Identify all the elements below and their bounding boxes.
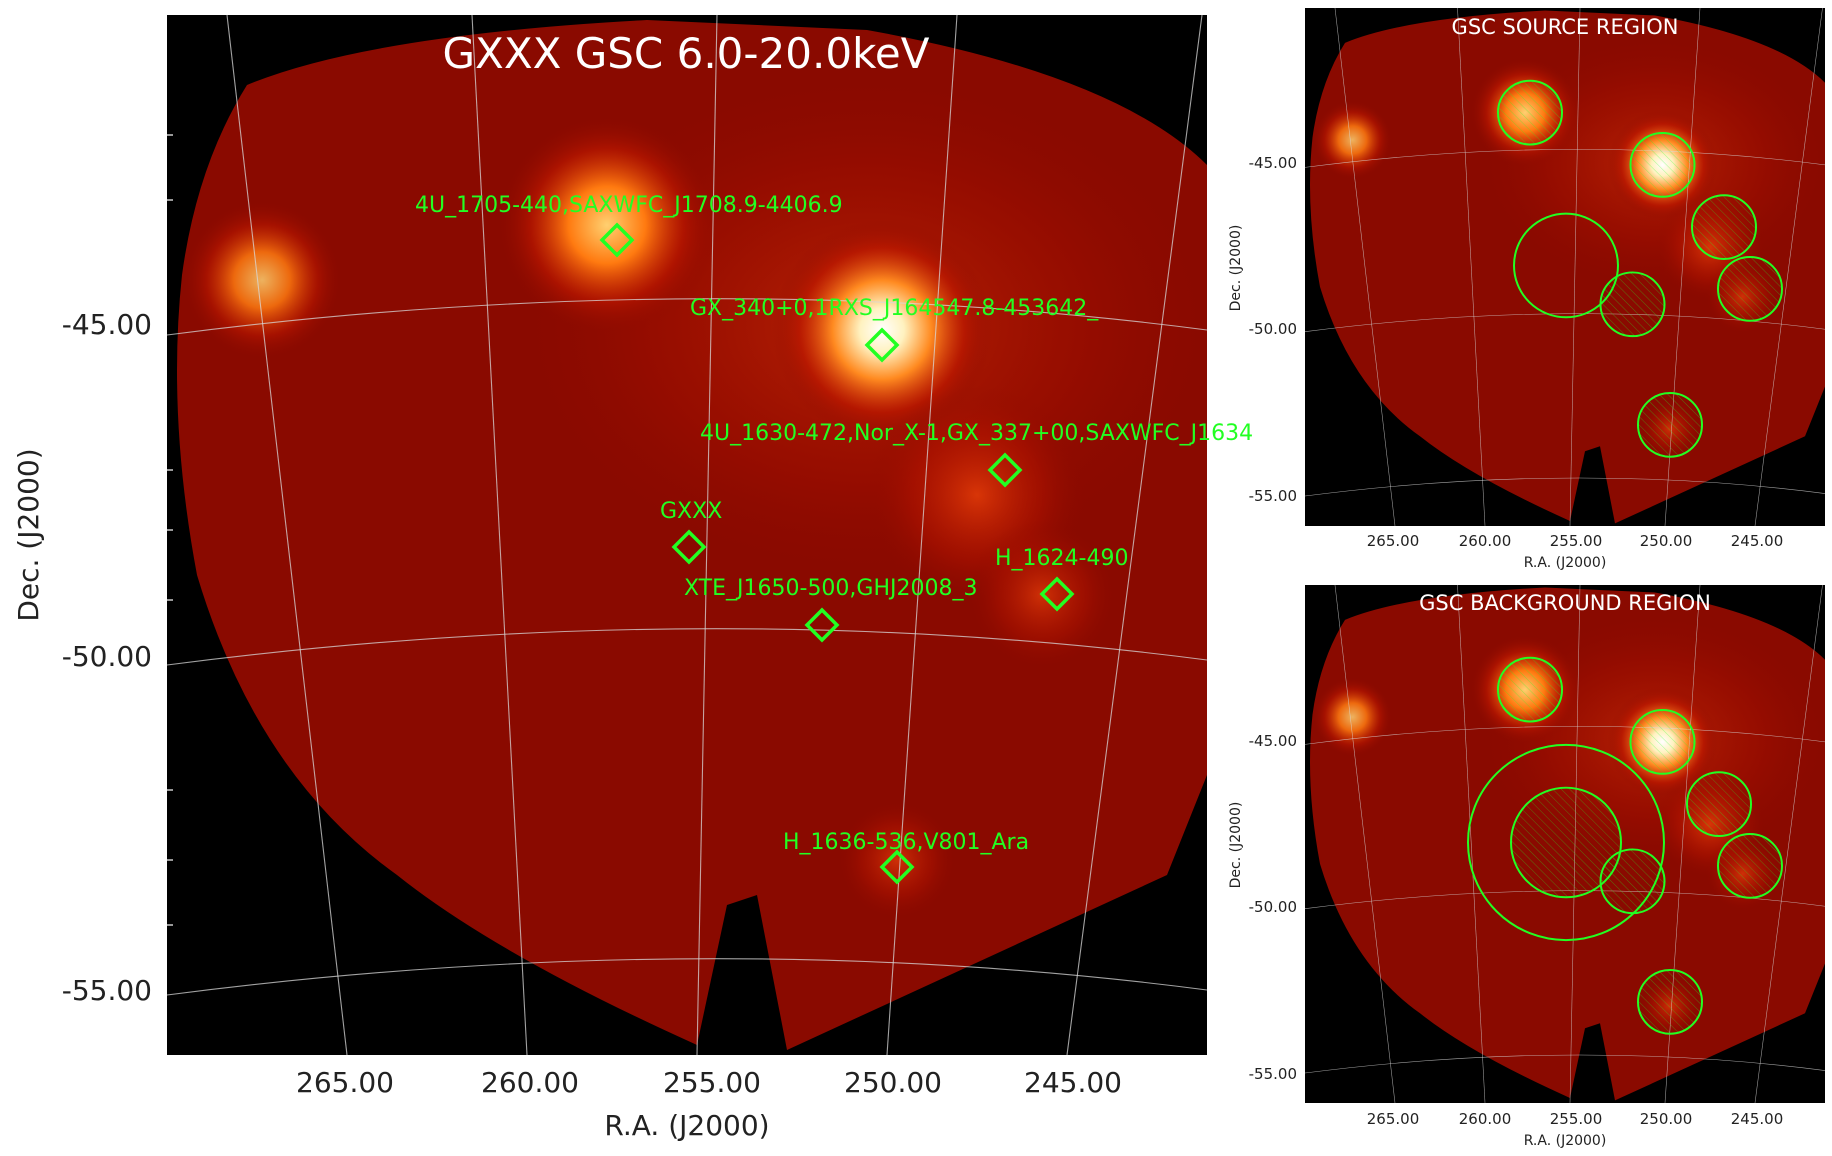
main-emission-sources	[182, 65, 1207, 920]
source-marker	[864, 327, 900, 363]
source-label: 4U_1705-440,SAXWFC_J1708.9-4406.9	[415, 193, 843, 218]
background-x-axis-label: R.A. (J2000)	[1524, 1133, 1607, 1149]
x-tick-label: 260.00	[481, 1066, 579, 1099]
y-tick-label: -50.00	[1249, 320, 1297, 338]
x-tick-label: 260.00	[1459, 532, 1512, 550]
y-tick-label: -50.00	[62, 640, 152, 673]
source-y-axis-label: Dec. (J2000)	[1228, 225, 1244, 312]
main-axis-ticks	[167, 134, 173, 926]
x-tick-label: 250.00	[844, 1066, 942, 1099]
source-extraction-circle	[1513, 212, 1619, 319]
source-marker	[804, 607, 840, 643]
inner-background-circle	[1510, 786, 1622, 899]
x-tick-label: 245.00	[1024, 1066, 1122, 1099]
source-marker	[987, 452, 1023, 488]
source-marker	[1039, 576, 1075, 612]
source-label: H_1624-490	[995, 546, 1128, 571]
source-region-panel: GSC SOURCE REGION 265.00 260.00 255.00 2…	[1228, 7, 1826, 571]
source-label: H_1636-536,V801_Ara	[783, 830, 1029, 855]
exclusion-circle	[1629, 709, 1696, 775]
x-tick-label: 245.00	[1731, 1110, 1784, 1128]
source-marker	[671, 529, 707, 565]
outer-background-circle	[1467, 743, 1665, 942]
source-label: 4U_1630-472,Nor_X-1,GX_337+00,SAXWFC_J16…	[700, 421, 1253, 446]
exclusion-circle	[1691, 194, 1757, 260]
source-label: GX_340+0,1RXS_J164547.8-453642_	[690, 296, 1099, 321]
exclusion-circle	[1599, 271, 1666, 338]
y-tick-label: -50.00	[1249, 898, 1297, 916]
source-label: XTE_J1650-500,GHJ2008_3	[684, 576, 978, 601]
y-tick-label: -45.00	[1249, 154, 1297, 172]
main-x-tick-labels: 265.00 260.00 255.00 250.00 245.00	[296, 1066, 1122, 1099]
x-tick-label: 255.00	[663, 1066, 761, 1099]
background-x-tick-labels: 265.00 260.00 255.00 250.00 245.00	[1367, 1110, 1784, 1128]
source-label: GXXX	[660, 499, 722, 524]
x-tick-label: 245.00	[1731, 532, 1784, 550]
exclusion-circle	[1717, 833, 1783, 899]
y-tick-label: -55.00	[62, 974, 152, 1007]
source-panel-title: GSC SOURCE REGION	[1452, 15, 1679, 39]
y-tick-label: -45.00	[1249, 732, 1297, 750]
x-tick-label: 260.00	[1459, 1110, 1512, 1128]
background-y-axis-label: Dec. (J2000)	[1228, 802, 1244, 889]
background-panel-title: GSC BACKGROUND REGION	[1419, 591, 1711, 615]
exclusion-circle	[1637, 968, 1703, 1035]
x-tick-label: 250.00	[1640, 1110, 1693, 1128]
main-y-axis-label: Dec. (J2000)	[12, 448, 45, 621]
main-source-labels: 4U_1705-440,SAXWFC_J1708.9-4406.9 GX_340…	[415, 193, 1253, 855]
y-tick-label: -55.00	[1249, 1065, 1297, 1083]
source-marker	[599, 222, 635, 258]
exclusion-circle	[1717, 256, 1783, 322]
main-map-panel: 4U_1705-440,SAXWFC_J1708.9-4406.9 GX_340…	[12, 14, 1253, 1142]
main-source-markers	[599, 222, 1075, 885]
source-region-circles	[1497, 79, 1783, 458]
x-tick-label: 265.00	[1367, 1110, 1420, 1128]
y-tick-label: -45.00	[62, 308, 152, 341]
exclusion-circle	[1497, 656, 1563, 723]
background-region-panel: GSC BACKGROUND REGION 265.00 260.00 255.…	[1228, 584, 1826, 1149]
exclusion-circle	[1686, 771, 1752, 837]
source-x-tick-labels: 265.00 260.00 255.00 250.00 245.00	[1367, 532, 1784, 550]
x-tick-label: 265.00	[1367, 532, 1420, 550]
exclusion-circle	[1637, 391, 1703, 458]
background-y-tick-labels: -45.00 -50.00 -55.00	[1249, 732, 1297, 1083]
x-tick-label: 265.00	[296, 1066, 394, 1099]
y-tick-label: -55.00	[1249, 487, 1297, 505]
x-tick-label: 250.00	[1640, 532, 1693, 550]
exclusion-circle	[1629, 132, 1696, 198]
source-x-axis-label: R.A. (J2000)	[1524, 555, 1607, 571]
source-y-tick-labels: -45.00 -50.00 -55.00	[1249, 154, 1297, 505]
x-tick-label: 255.00	[1550, 532, 1603, 550]
background-region-circles	[1467, 656, 1783, 1035]
source-marker	[879, 849, 915, 885]
x-tick-label: 255.00	[1550, 1110, 1603, 1128]
main-title: GXXX GSC 6.0-20.0keV	[443, 29, 930, 78]
main-y-tick-labels: -45.00 -50.00 -55.00	[62, 308, 152, 1007]
exclusion-circle	[1497, 79, 1563, 146]
main-x-axis-label: R.A. (J2000)	[604, 1109, 769, 1142]
